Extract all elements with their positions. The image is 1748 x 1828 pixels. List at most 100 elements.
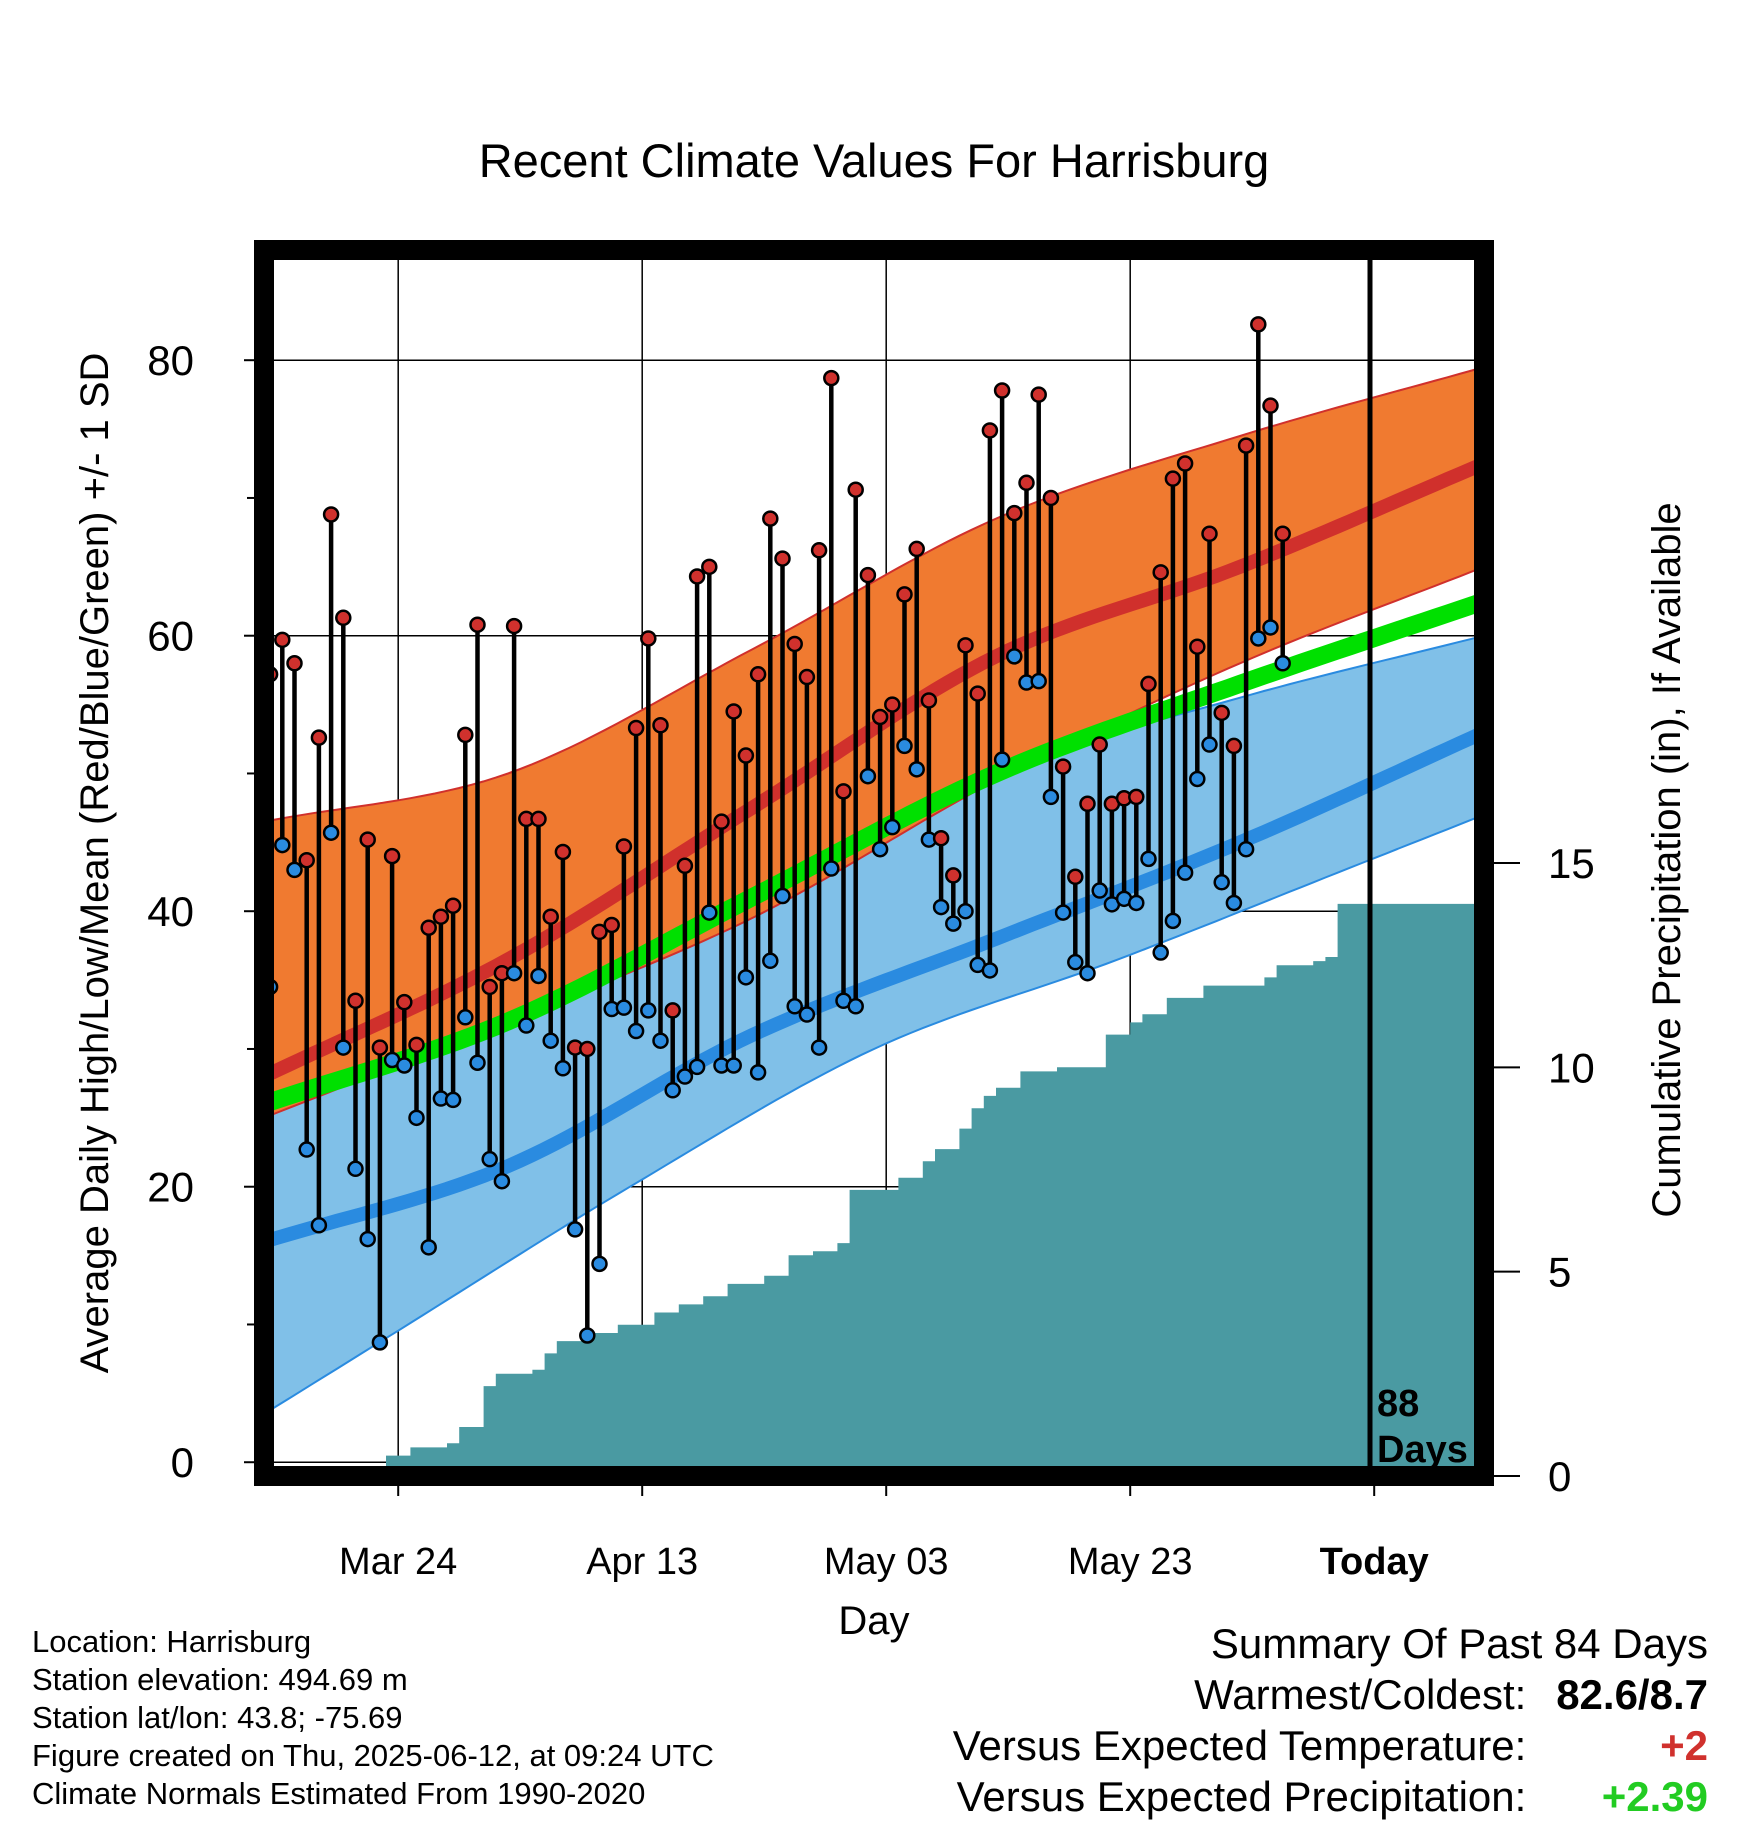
low-point	[688, 1058, 706, 1076]
high-point	[554, 843, 572, 861]
high-point	[1067, 868, 1084, 886]
low-point	[932, 898, 950, 916]
high-point	[871, 708, 889, 726]
high-point	[1018, 474, 1035, 492]
low-point	[786, 998, 803, 1015]
low-point	[859, 767, 877, 785]
high-point	[762, 510, 779, 527]
precip-label: Versus Expected Precipitation:	[956, 1773, 1527, 1820]
low-point	[701, 904, 718, 921]
high-point	[591, 923, 608, 941]
low-point	[579, 1327, 596, 1344]
high-point	[713, 813, 730, 830]
low-point	[420, 1239, 437, 1256]
high-point	[579, 1040, 596, 1058]
high-point	[505, 617, 523, 635]
low-point	[884, 818, 901, 836]
low-point	[310, 1217, 328, 1234]
low-point	[335, 1039, 352, 1056]
high-point	[457, 726, 474, 744]
high-point	[640, 630, 657, 647]
high-point	[322, 506, 340, 523]
low-point	[542, 1032, 559, 1049]
temp-label: Versus Expected Temperature:	[952, 1722, 1527, 1769]
chart-title: Recent Climate Values For Harrisburg	[479, 134, 1270, 187]
high-point	[1140, 675, 1157, 693]
low-point	[566, 1221, 584, 1238]
high-point	[957, 637, 974, 654]
daily-points	[261, 316, 1291, 1351]
y2-axis-label: Cumulative Precipitation (in), If Availa…	[1645, 502, 1689, 1217]
low-point	[371, 1334, 389, 1351]
high-point	[1128, 788, 1145, 806]
high-point	[1054, 758, 1072, 775]
today-days-count: 88	[1377, 1383, 1419, 1425]
low-point	[1152, 944, 1169, 961]
low-point	[1213, 874, 1230, 891]
low-point	[274, 836, 291, 854]
low-point	[798, 1006, 816, 1023]
low-point	[408, 1109, 425, 1127]
station-info: Location: Harrisburg Station elevation: …	[32, 1623, 714, 1813]
low-point	[505, 964, 523, 982]
low-point	[664, 1082, 681, 1099]
high-point	[945, 867, 962, 884]
x-axis-label: Day	[838, 1599, 909, 1643]
low-point	[469, 1054, 486, 1071]
low-sd-band	[264, 635, 1484, 1414]
low-point	[1225, 894, 1243, 912]
high-point	[981, 422, 999, 439]
low-point	[1091, 882, 1108, 899]
low-point	[359, 1230, 376, 1248]
low-point	[1201, 736, 1218, 753]
low-point	[774, 887, 791, 905]
y2-tick-label: 15	[1548, 840, 1595, 887]
low-point	[481, 1150, 498, 1168]
latlon-text: Station lat/lon: 43.8; -75.69	[32, 1700, 403, 1735]
y-axis-label: Average Daily High/Low/Mean (Red/Blue/Gr…	[73, 353, 117, 1374]
plot-frame	[254, 240, 1494, 1486]
y2-tick-label: 5	[1548, 1249, 1571, 1296]
high-point	[603, 916, 620, 934]
high-point	[908, 540, 925, 558]
high-point	[420, 919, 437, 936]
high-point	[371, 1039, 389, 1056]
high-point	[774, 550, 791, 567]
warm-cold-label: Warmest/Coldest:	[1194, 1671, 1527, 1718]
high-point	[359, 831, 376, 848]
low-point	[1176, 864, 1194, 881]
location-text: Location: Harrisburg	[32, 1624, 312, 1659]
y-tick-label: 60	[147, 613, 194, 660]
high-point	[627, 719, 645, 737]
precip-value: +2.39	[1601, 1773, 1708, 1820]
low-sd-band-lower-edge	[264, 813, 1484, 1415]
summary-warm-cold: Warmest/Coldest: 82.6/8.7	[1194, 1671, 1708, 1719]
low-point	[518, 1017, 535, 1034]
low-point	[1042, 788, 1060, 806]
high-point	[1091, 736, 1108, 753]
y-axis-left: 0 20 40 60 80	[147, 337, 254, 1486]
high-point	[1152, 564, 1169, 581]
high-point	[1042, 489, 1060, 507]
high-point	[859, 566, 877, 584]
low-point	[640, 1002, 657, 1019]
low-point	[347, 1160, 364, 1178]
low-point	[1006, 648, 1023, 665]
high-point	[676, 857, 694, 875]
low-point	[627, 1022, 645, 1040]
high-point	[835, 783, 852, 800]
low-point	[322, 824, 340, 841]
y-tick-label: 40	[147, 888, 194, 935]
low-point	[957, 902, 974, 920]
low-point	[493, 1172, 511, 1190]
summary-title: Summary Of Past 84 Days	[1210, 1620, 1708, 1667]
high-point	[1262, 397, 1279, 414]
high-point	[993, 382, 1011, 399]
y-axis-right: 0 5 10 15	[1494, 840, 1595, 1500]
low-point	[1054, 904, 1072, 921]
high-point	[932, 829, 950, 847]
y2-tick-label: 10	[1548, 1044, 1595, 1091]
low-point	[444, 1091, 462, 1109]
high-point	[823, 369, 840, 387]
